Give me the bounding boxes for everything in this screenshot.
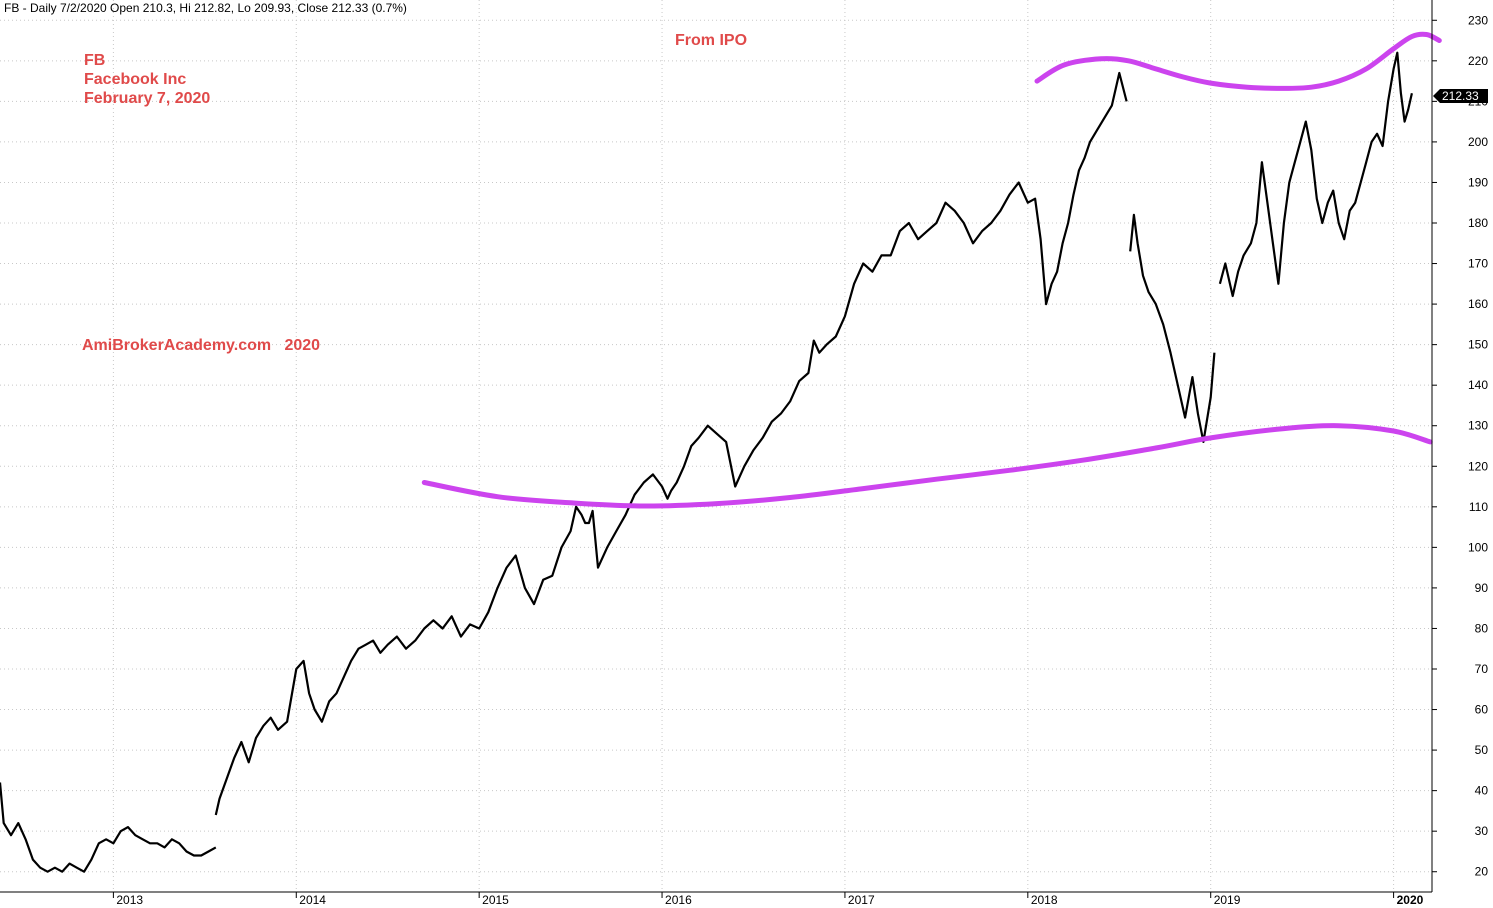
from-ipo-label: From IPO	[675, 32, 748, 49]
y-tick-label: 70	[1475, 662, 1489, 676]
y-tick-label: 50	[1475, 743, 1489, 757]
x-tick-label: 2017	[848, 893, 875, 907]
y-tick-label: 180	[1468, 216, 1488, 230]
y-tick-label: 130	[1468, 419, 1488, 433]
y-tick-label: 100	[1468, 540, 1488, 554]
y-tick-label: 230	[1468, 13, 1488, 27]
price-line	[1218, 51, 1413, 298]
y-tick-label: 150	[1468, 338, 1488, 352]
x-tick-label: 2016	[665, 893, 692, 907]
y-tick-label: 80	[1475, 621, 1489, 635]
x-axis: 2013 2014 2015 2016 2017 2018 2019 2020	[112, 892, 1424, 907]
y-tick-label: 90	[1475, 581, 1489, 595]
x-tick-label: 2019	[1214, 893, 1241, 907]
y-tick-label: 200	[1468, 135, 1488, 149]
y-tick-label: 120	[1468, 459, 1488, 473]
y-tick-label: 160	[1468, 297, 1488, 311]
date-label: February 7, 2020	[84, 90, 211, 107]
price-line	[214, 71, 1128, 816]
trend-curves	[421, 31, 1442, 509]
y-tick-label: 190	[1468, 175, 1488, 189]
y-tick-label: 20	[1475, 865, 1489, 879]
y-tick-label: 110	[1469, 500, 1488, 514]
y-tick-label: 170	[1468, 257, 1488, 271]
last-price-marker: 212.33	[1433, 89, 1488, 103]
y-tick-label: 30	[1475, 824, 1489, 838]
trend-curve	[421, 423, 1433, 509]
x-tick-label: 2014	[299, 893, 326, 907]
ticker-label: FB	[84, 52, 106, 69]
last-price-label: 212.33	[1442, 89, 1479, 103]
price-series	[0, 51, 1413, 873]
y-tick-label: 60	[1475, 703, 1489, 717]
grid-lines	[0, 0, 1432, 892]
x-tick-label: 2015	[482, 893, 509, 907]
trend-curve	[1034, 31, 1442, 91]
price-line	[1129, 213, 1216, 443]
watermark-label: AmiBrokerAcademy.com 2020	[82, 337, 321, 354]
x-tick-label: 2018	[1031, 893, 1058, 907]
y-tick-label: 140	[1468, 378, 1488, 392]
company-label: Facebook Inc	[84, 71, 187, 88]
chart-header: FB - Daily 7/2/2020 Open 210.3, Hi 212.8…	[4, 1, 407, 15]
y-tick-label: 40	[1475, 784, 1489, 798]
y-tick-label: 220	[1468, 54, 1488, 68]
x-tick-label: 2020	[1397, 893, 1424, 907]
x-tick-label: 2013	[116, 893, 143, 907]
price-line	[0, 782, 217, 873]
